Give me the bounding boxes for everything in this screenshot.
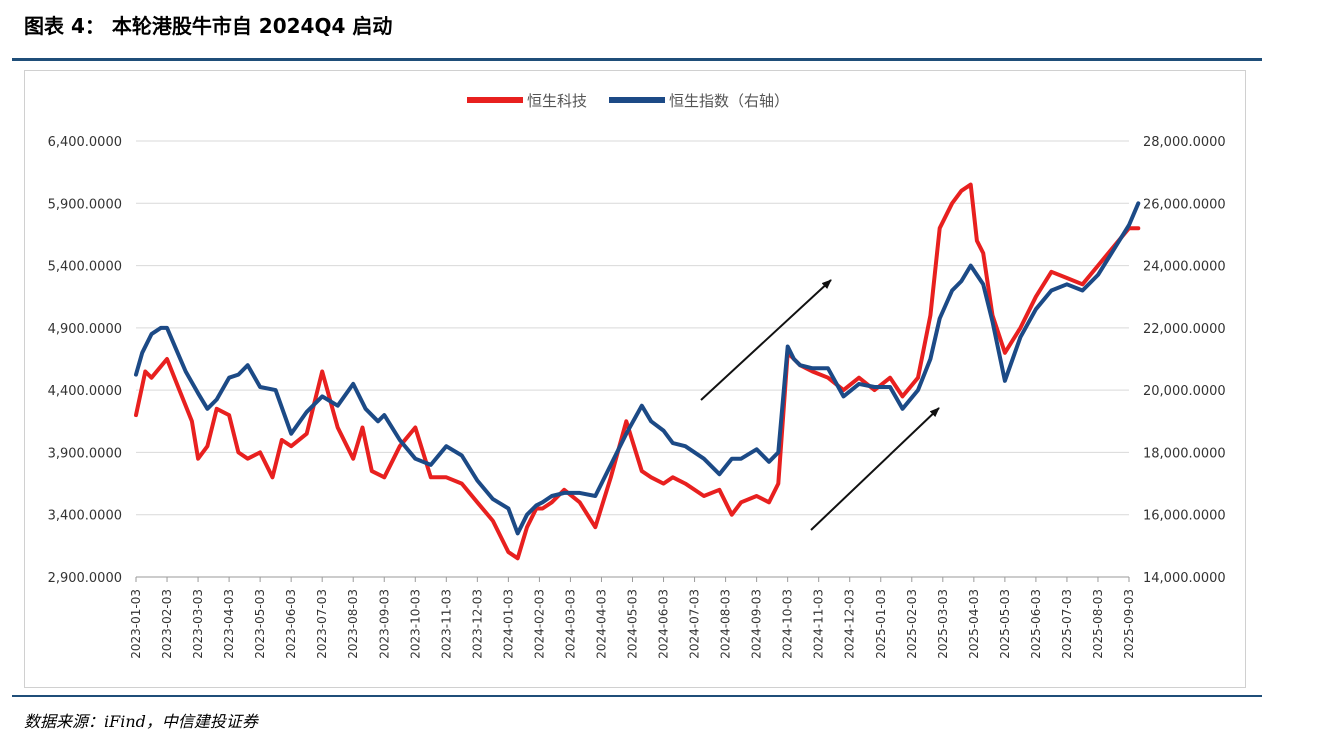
x-tick-label: 2024-10-03: [781, 589, 795, 659]
x-tick-label: 2023-06-03: [284, 589, 298, 659]
series-lines: [134, 182, 1141, 561]
y-left-tick-label: 3,400.0000: [48, 509, 122, 524]
title-divider: [12, 58, 1262, 61]
x-tick-label: 2024-04-03: [594, 589, 608, 659]
x-tick-label: 2024-08-03: [719, 589, 733, 659]
y-right-tick-label: 14,000.0000: [1143, 571, 1226, 586]
x-tick-label: 2025-02-03: [905, 589, 919, 659]
y-right-tick-label: 18,000.0000: [1143, 446, 1226, 461]
annotations: [700, 279, 940, 531]
arrow-up-right-2: [810, 407, 940, 531]
x-tick-label: 2023-07-03: [315, 589, 329, 659]
y-left-tick-labels: 2,900.0000 3,400.0000 3,900.0000 4,400.0000…: [48, 135, 122, 586]
x-tick-labels: 2023-01-03 2023-02-03 2023-03-03 2023-04-03…: [129, 589, 1136, 659]
x-tick-label: 2024-05-03: [626, 589, 640, 659]
x-tick-label: 2024-06-03: [657, 589, 671, 659]
x-tick-label: 2024-07-03: [688, 589, 702, 659]
footer-divider: [12, 695, 1262, 697]
y-left-tick-label: 4,900.0000: [48, 322, 122, 337]
y-left-tick-label: 5,900.0000: [48, 197, 122, 212]
y-left-tick-label: 5,400.0000: [48, 260, 122, 275]
x-tick-label: 2023-04-03: [222, 589, 236, 659]
x-tick-label: 2023-05-03: [253, 589, 267, 659]
x-tick-label: 2025-07-03: [1060, 589, 1074, 659]
x-tick-label: 2025-09-03: [1122, 589, 1136, 659]
x-tick-label: 2024-11-03: [812, 589, 826, 659]
y-right-tick-label: 20,000.0000: [1143, 384, 1226, 399]
x-tick-label: 2025-08-03: [1091, 589, 1105, 659]
y-right-tick-label: 26,000.0000: [1143, 197, 1226, 212]
x-tick-label: 2024-02-03: [532, 589, 546, 659]
x-tick-label: 2023-08-03: [346, 589, 360, 659]
x-tick-label: 2025-06-03: [1029, 589, 1043, 659]
y-left-tick-label: 3,900.0000: [48, 446, 122, 461]
x-tick-label: 2023-11-03: [439, 589, 453, 659]
legend: 恒生科技 恒生指数（右轴）: [467, 92, 789, 110]
source-note: 数据来源：iFind，中信建投证券: [24, 712, 258, 731]
legend-label: 恒生指数（右轴）: [669, 92, 789, 110]
x-tick-label: 2025-03-03: [936, 589, 950, 659]
x-tick-label: 2025-04-03: [967, 589, 981, 659]
series-line-hsi: [134, 201, 1141, 536]
series-line-hstech: [134, 182, 1141, 561]
y-right-tick-label: 22,000.0000: [1143, 322, 1226, 337]
x-tick-label: 2023-09-03: [377, 589, 391, 659]
x-tick-label: 2023-02-03: [160, 589, 174, 659]
x-tick-label: 2023-12-03: [470, 589, 484, 659]
x-tick-label: 2023-01-03: [129, 589, 143, 659]
y-left-tick-label: 2,900.0000: [48, 571, 122, 586]
x-tick-label: 2024-03-03: [563, 589, 577, 659]
x-tick-label: 2025-05-03: [998, 589, 1012, 659]
x-tick-label: 2025-01-03: [874, 589, 888, 659]
y-right-tick-label: 16,000.0000: [1143, 509, 1226, 524]
gridlines: [135, 140, 1130, 582]
y-left-tick-label: 6,400.0000: [48, 135, 122, 150]
x-tick-label: 2024-12-03: [843, 589, 857, 659]
chart-svg: 2,900.0000 3,400.0000 3,900.0000 4,400.0000…: [48, 92, 1226, 659]
legend-label: 恒生科技: [527, 92, 587, 110]
x-tick-label: 2024-01-03: [501, 589, 515, 659]
x-tick-label: 2023-03-03: [191, 589, 205, 659]
arrow-up-right-1: [700, 279, 832, 401]
x-tick-label: 2023-10-03: [408, 589, 422, 659]
chart-frame: 2,900.0000 3,400.0000 3,900.0000 4,400.0000…: [24, 70, 1246, 688]
chart-title: 图表 4： 本轮港股牛市自 2024Q4 启动: [24, 14, 393, 38]
y-right-tick-label: 24,000.0000: [1143, 260, 1226, 275]
y-right-tick-labels: 14,000.0000 16,000.0000 18,000.0000 20,000.…: [1143, 135, 1226, 586]
x-tick-label: 2024-09-03: [750, 589, 764, 659]
y-right-tick-label: 28,000.0000: [1143, 135, 1226, 150]
y-left-tick-label: 4,400.0000: [48, 384, 122, 399]
